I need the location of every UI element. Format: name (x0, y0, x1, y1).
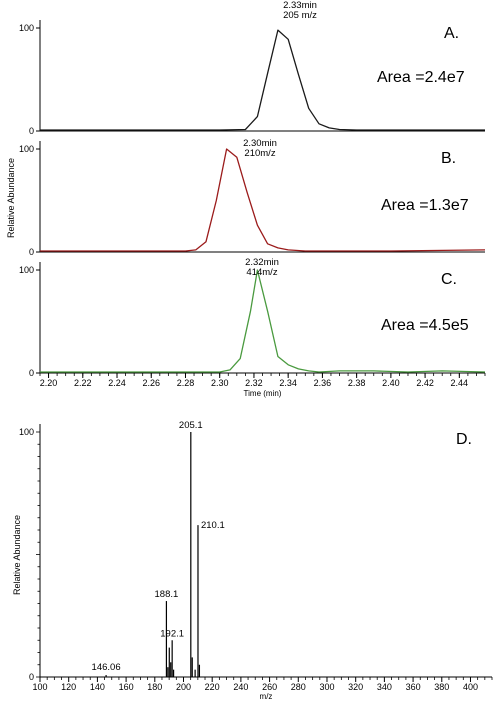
trace-line (40, 148, 486, 252)
x-tick-label: 2.36 (314, 378, 332, 388)
y-tick-label: 100 (19, 265, 34, 275)
y-tick-label: 0 (29, 368, 34, 378)
x-tick-label: 300 (319, 682, 334, 692)
x-axis-label: m/z (260, 692, 273, 701)
x-tick-label: 2.40 (382, 378, 400, 388)
x-tick-label: 2.30 (211, 378, 229, 388)
peak-mz-label: 414m/z (246, 267, 277, 278)
peak-time-label: 2.30min (243, 138, 277, 149)
x-tick-label: 2.22 (74, 378, 92, 388)
chromatogram-y-axis-label: Relative Abundance (6, 158, 16, 238)
y-tick-label: 0 (29, 126, 34, 136)
peak-label: 146.06 (92, 662, 121, 673)
x-tick-label: 280 (291, 682, 306, 692)
x-tick-label: 120 (61, 682, 76, 692)
peak-time-label: 2.32min (245, 257, 279, 268)
x-tick-label: 320 (348, 682, 363, 692)
x-tick-label: 160 (119, 682, 134, 692)
x-tick-label: 2.24 (108, 378, 126, 388)
x-tick-label: 380 (434, 682, 449, 692)
area-label: Area =2.4e7 (377, 69, 465, 86)
x-tick-label: 220 (205, 682, 220, 692)
panel-label: A. (444, 25, 459, 42)
x-tick-label: 180 (147, 682, 162, 692)
y-tick-label: 0 (29, 247, 34, 257)
peak-label: 188.1 (155, 589, 179, 600)
y-tick-label: 100 (19, 427, 34, 437)
x-axis-label: Time (min) (244, 389, 282, 398)
peak-label: 210.1 (201, 520, 225, 531)
area-label: Area =1.3e7 (381, 197, 469, 214)
x-tick-label: 100 (32, 682, 47, 692)
x-tick-label: 2.34 (279, 378, 297, 388)
panel-label: B. (441, 150, 456, 167)
x-tick-label: 360 (406, 682, 421, 692)
x-tick-label: 2.38 (348, 378, 366, 388)
x-tick-label: 140 (90, 682, 105, 692)
x-tick-label: 2.20 (40, 378, 58, 388)
x-tick-label: 400 (463, 682, 478, 692)
x-tick-label: 2.28 (177, 378, 195, 388)
x-tick-label: 260 (262, 682, 277, 692)
peak-label: 205.1 (179, 420, 203, 431)
x-tick-label: 2.42 (416, 378, 434, 388)
trace-line (40, 29, 485, 131)
x-tick-label: 2.44 (451, 378, 469, 388)
x-tick-label: 2.26 (142, 378, 160, 388)
y-axis-label: Relative Abundance (12, 515, 22, 595)
peak-time-label: 2.33min (283, 0, 317, 11)
y-tick-label: 100 (19, 144, 34, 154)
area-label: Area =4.5e5 (381, 317, 469, 334)
peak-mz-label: 205 m/z (283, 10, 317, 21)
peak-label: 192.1 (160, 628, 184, 639)
x-tick-label: 340 (377, 682, 392, 692)
trace-line (40, 269, 486, 373)
y-tick-label: 0 (29, 672, 34, 682)
panel-label: C. (441, 271, 457, 288)
panel-label: D. (456, 431, 472, 448)
x-tick-label: 240 (233, 682, 248, 692)
x-tick-label: 2.32 (245, 378, 263, 388)
x-tick-label: 200 (176, 682, 191, 692)
peak-mz-label: 210m/z (244, 148, 275, 159)
y-tick-label: 100 (19, 23, 34, 33)
